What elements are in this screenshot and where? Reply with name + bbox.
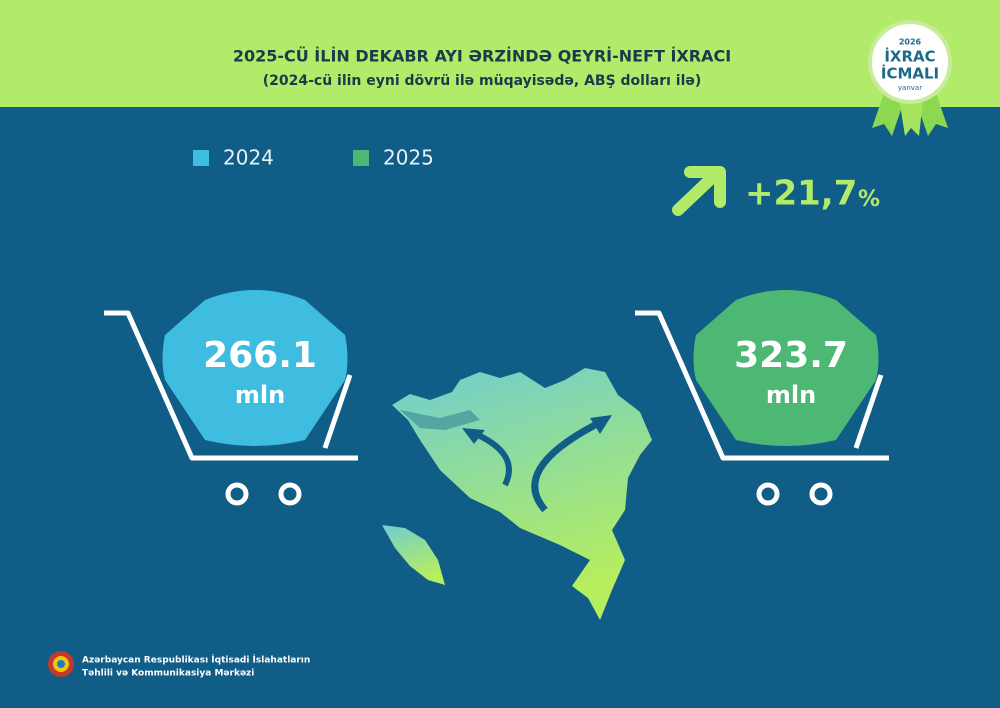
title: 2025-CÜ İLİN DEKABR AYI ƏRZİNDƏ QEYRİ-NE…: [233, 47, 731, 66]
badge-line2: İCMALI: [881, 64, 939, 83]
cart-unit: mln: [235, 381, 285, 409]
cart-wheel: [278, 482, 302, 506]
change-unit: %: [858, 187, 880, 212]
map: [382, 368, 652, 620]
legend-swatch: [193, 150, 209, 166]
badge-line1: İXRAC: [884, 47, 935, 66]
legend-swatch: [353, 150, 369, 166]
cart-side: [322, 374, 353, 449]
badge-year: 2026: [899, 38, 922, 47]
cart-side: [853, 374, 884, 449]
footer-line2: Təhlili və Kommunikasiya Mərkəzi: [82, 669, 254, 679]
cart-frame: [104, 310, 358, 461]
increase-arrow: [672, 166, 726, 216]
legend-label: 2025: [383, 146, 434, 170]
legend: 2024 2025: [193, 146, 434, 170]
header-band: [0, 0, 1000, 107]
badge-month: yanvar: [898, 84, 922, 92]
cart-wheel: [225, 482, 249, 506]
cart-value: 323.7: [734, 335, 848, 376]
legend-label: 2024: [223, 146, 274, 170]
cart-wheel: [809, 482, 833, 506]
badge: 2026 İXRAC İCMALI yanvar: [868, 20, 952, 136]
change-value: +21,7: [745, 174, 857, 214]
logo: [48, 651, 74, 677]
cart-basket: [162, 290, 348, 446]
cart-basket: [693, 290, 879, 446]
cart-value: 266.1: [203, 335, 317, 376]
subtitle: (2024-cü ilin eyni dövrü ilə müqayisədə,…: [263, 73, 702, 89]
cart-unit: mln: [766, 381, 816, 409]
carts: 266.1 mln 323.7 mln: [104, 290, 889, 506]
footer-line1: Azərbaycan Respublikası İqtisadi İslahat…: [82, 655, 310, 666]
cart-frame: [635, 310, 889, 461]
cart: 323.7 mln: [635, 290, 889, 506]
cart: 266.1 mln: [104, 290, 358, 506]
cart-wheel: [756, 482, 780, 506]
